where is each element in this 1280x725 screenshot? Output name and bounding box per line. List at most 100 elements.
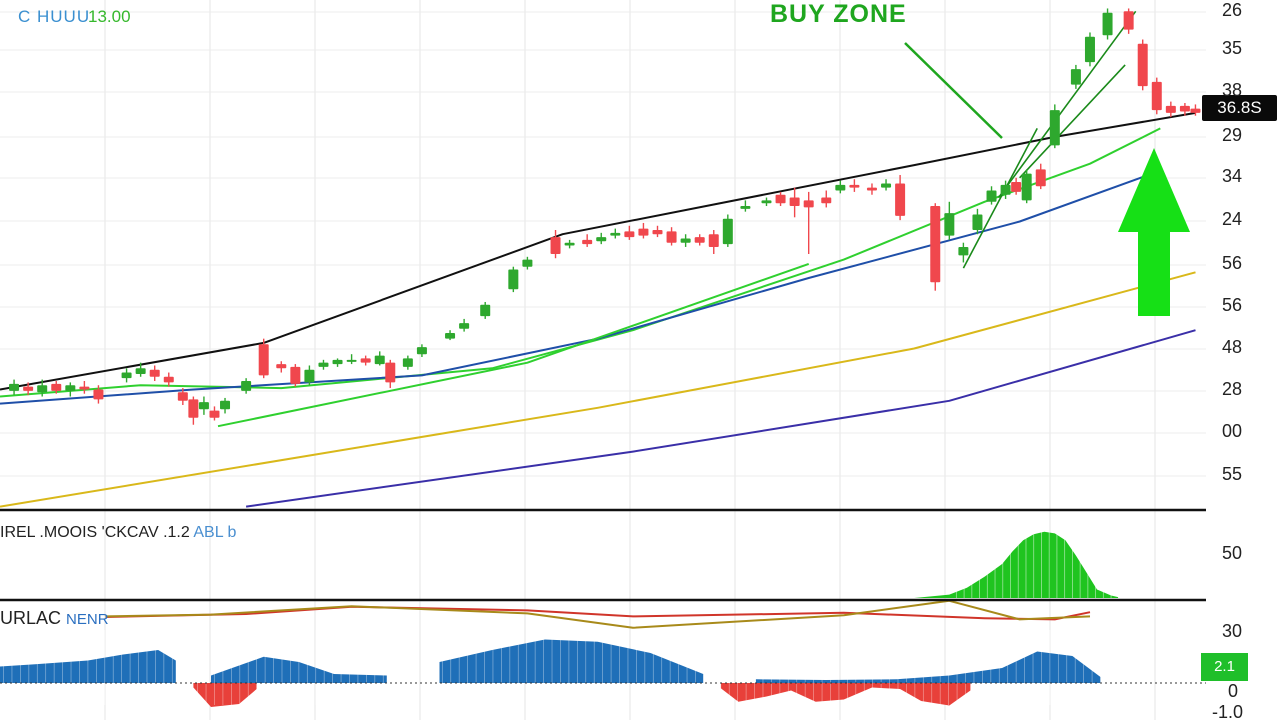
candle-down (1011, 182, 1022, 192)
macd-positive-bars (210, 656, 387, 683)
candle-up (318, 362, 329, 367)
candle-down (775, 194, 786, 204)
grid (0, 0, 1206, 720)
line-ma_yellow (0, 271, 1196, 508)
header-symbol: C HUUU (18, 7, 91, 26)
candle-down (582, 239, 593, 245)
buy-zone-pointer (904, 42, 1003, 139)
line-ma_blue (0, 169, 1161, 405)
right-axis-label: 35 (1222, 38, 1243, 58)
candle-down (550, 237, 561, 254)
candle-down (1151, 81, 1162, 111)
candle-down (385, 362, 396, 383)
buy-zone-label: BUY ZONE (770, 0, 907, 28)
candle-down (360, 358, 371, 363)
price-lines (0, 10, 1196, 508)
macd-panel-title-tail: NENR (66, 611, 109, 628)
candle-up (610, 232, 621, 236)
volume-panel-title: IREL .MOOIS 'CKCAV .1.2 ABL b (0, 524, 236, 542)
candle-down (258, 344, 269, 376)
candle-down (93, 389, 104, 400)
candle-up (1070, 69, 1081, 85)
macd-panel-title-text: URLAC (0, 608, 62, 628)
candle-up (722, 218, 733, 245)
candle-up (1084, 36, 1095, 63)
right-axis-label: 38 (1222, 80, 1243, 100)
candle-down (276, 364, 287, 369)
macd-panel (0, 599, 1206, 707)
macd-axis-label-top: 30 (1222, 621, 1243, 641)
candle-down (51, 383, 62, 391)
breakout-trendline (962, 128, 1038, 269)
macd-negative-bars (193, 683, 257, 707)
volume-panel-title-text: IREL .MOOIS 'CKCAV .1.2 (0, 524, 190, 541)
candle-down (163, 376, 174, 383)
candle-up (416, 347, 427, 355)
candle-down (803, 200, 814, 208)
line-macd_olive (105, 599, 1091, 629)
candle-down (849, 184, 860, 188)
candle-down (23, 386, 34, 391)
right-axis-label: 24 (1222, 209, 1243, 229)
candle-up (1049, 110, 1060, 146)
breakout-trendline (997, 10, 1137, 199)
candle-up (1021, 173, 1032, 201)
candle-down (1123, 11, 1134, 30)
candle-up (332, 359, 343, 365)
macd-positive-bars (439, 639, 704, 683)
macd-positive-bars (0, 650, 176, 683)
right-axis-label: 56 (1222, 295, 1243, 315)
line-ma_purple (245, 329, 1196, 508)
candle-down (1137, 43, 1148, 87)
right-axis-label: 00 (1222, 421, 1243, 441)
right-axis-label: 55 (1222, 464, 1243, 484)
candle-up (65, 385, 76, 391)
candle-up (508, 269, 519, 290)
right-axis-label: 56 (1222, 253, 1243, 273)
right-axis-label: 29 (1222, 125, 1243, 145)
candle-up (740, 206, 751, 209)
right-axis-label: 34 (1222, 166, 1243, 186)
candle-up (1000, 184, 1011, 195)
candle-up (402, 358, 413, 367)
candle-down (708, 234, 719, 247)
macd-axis-label-zero: 0 (1228, 681, 1239, 701)
right-axis-label: 26 (1222, 0, 1243, 20)
candle-down (652, 230, 663, 235)
candle-up (374, 355, 385, 365)
right-axis-label: 28 (1222, 379, 1243, 399)
candle-up (986, 190, 997, 202)
macd-positive-bars (755, 651, 1101, 683)
candle-up (121, 372, 132, 379)
candle-down (666, 231, 677, 243)
candle-down (866, 187, 877, 191)
volume-panel-title-tail: ABL b (193, 524, 237, 541)
candle-down (188, 399, 199, 418)
line-signal_red (105, 605, 1091, 621)
candle-up (198, 402, 209, 410)
candle-down (1179, 105, 1190, 112)
volume-panel (0, 530, 1119, 598)
candle-up (135, 368, 146, 374)
candle-up (220, 400, 231, 410)
candle-down (209, 410, 220, 418)
candle-up (346, 359, 357, 362)
macd-panel-title: URLAC NENR (0, 608, 109, 629)
candle-down (821, 197, 832, 204)
candle-up (761, 200, 772, 204)
candle-up (564, 242, 575, 246)
buy-zone-annotation (904, 42, 1190, 316)
volume-axis-label: 50 (1222, 543, 1243, 563)
candle-up (680, 238, 691, 243)
candles (9, 8, 1201, 425)
candle-up (304, 369, 315, 383)
panel-separators (0, 508, 1206, 602)
candle-down (895, 183, 906, 216)
header-value: 13.00 (88, 7, 131, 26)
candle-up (480, 304, 491, 317)
candle-up (958, 246, 969, 256)
macd-value-badge: 2.1 (1201, 653, 1248, 681)
up-arrow-icon (1118, 148, 1190, 316)
candle-up (445, 333, 456, 339)
